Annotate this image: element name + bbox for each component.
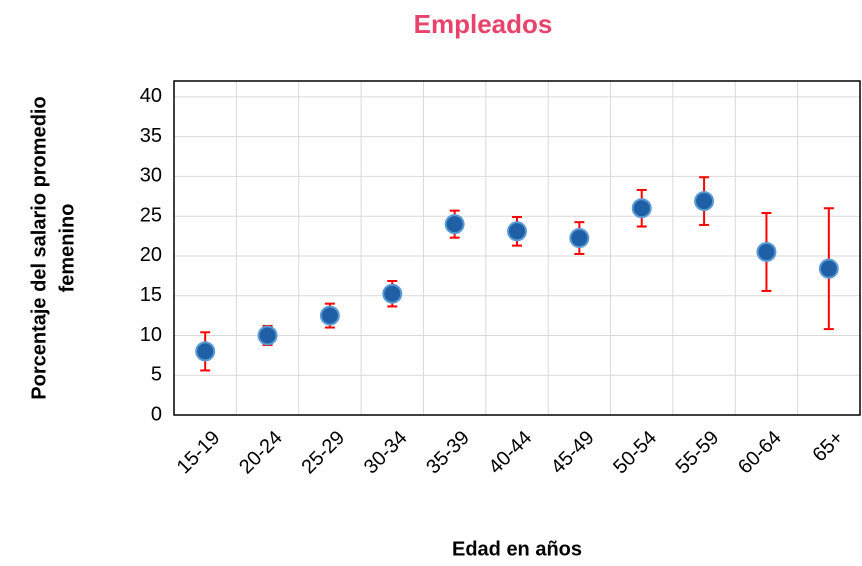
x-tick-label: 60-64 [734,427,786,479]
point [694,191,715,212]
y-tick-label: 25 [140,204,162,226]
point [444,214,465,235]
x-tick-label: 50-54 [609,427,661,479]
point [756,241,777,262]
point [319,305,340,326]
point [195,341,216,362]
y-tick-label: 5 [151,364,162,386]
point [257,325,278,346]
y-axis-title: femenino [56,204,78,293]
point [631,198,652,219]
x-tick-label: 35-39 [422,427,474,479]
x-tick-label: 25-29 [297,427,349,479]
y-tick-label: 10 [140,324,162,346]
plot-border [173,80,861,416]
x-tick-label: 45-49 [547,427,599,479]
x-tick-label: 30-34 [360,427,412,479]
point [382,283,403,304]
x-tick-label: 20-24 [235,427,287,479]
x-tick-label: 55-59 [672,427,724,479]
chart-title: Empleados [414,9,553,39]
y-tick-label: 30 [140,165,162,187]
y-tick-label: 40 [140,85,162,107]
y-tick-label: 20 [140,244,162,266]
y-tick-label: 15 [140,284,162,306]
y-tick-label: 0 [151,403,162,425]
point [818,258,839,279]
point [507,221,527,242]
y-axis-title: Porcentaje del salario promedio [28,96,50,399]
x-axis-title: Edad en años [452,538,582,560]
x-tick-label: 40-44 [485,427,537,479]
point [569,228,590,249]
x-tick-label: 65+ [809,427,849,467]
x-tick-label: 15-19 [173,427,225,479]
y-tick-label: 35 [140,125,162,147]
